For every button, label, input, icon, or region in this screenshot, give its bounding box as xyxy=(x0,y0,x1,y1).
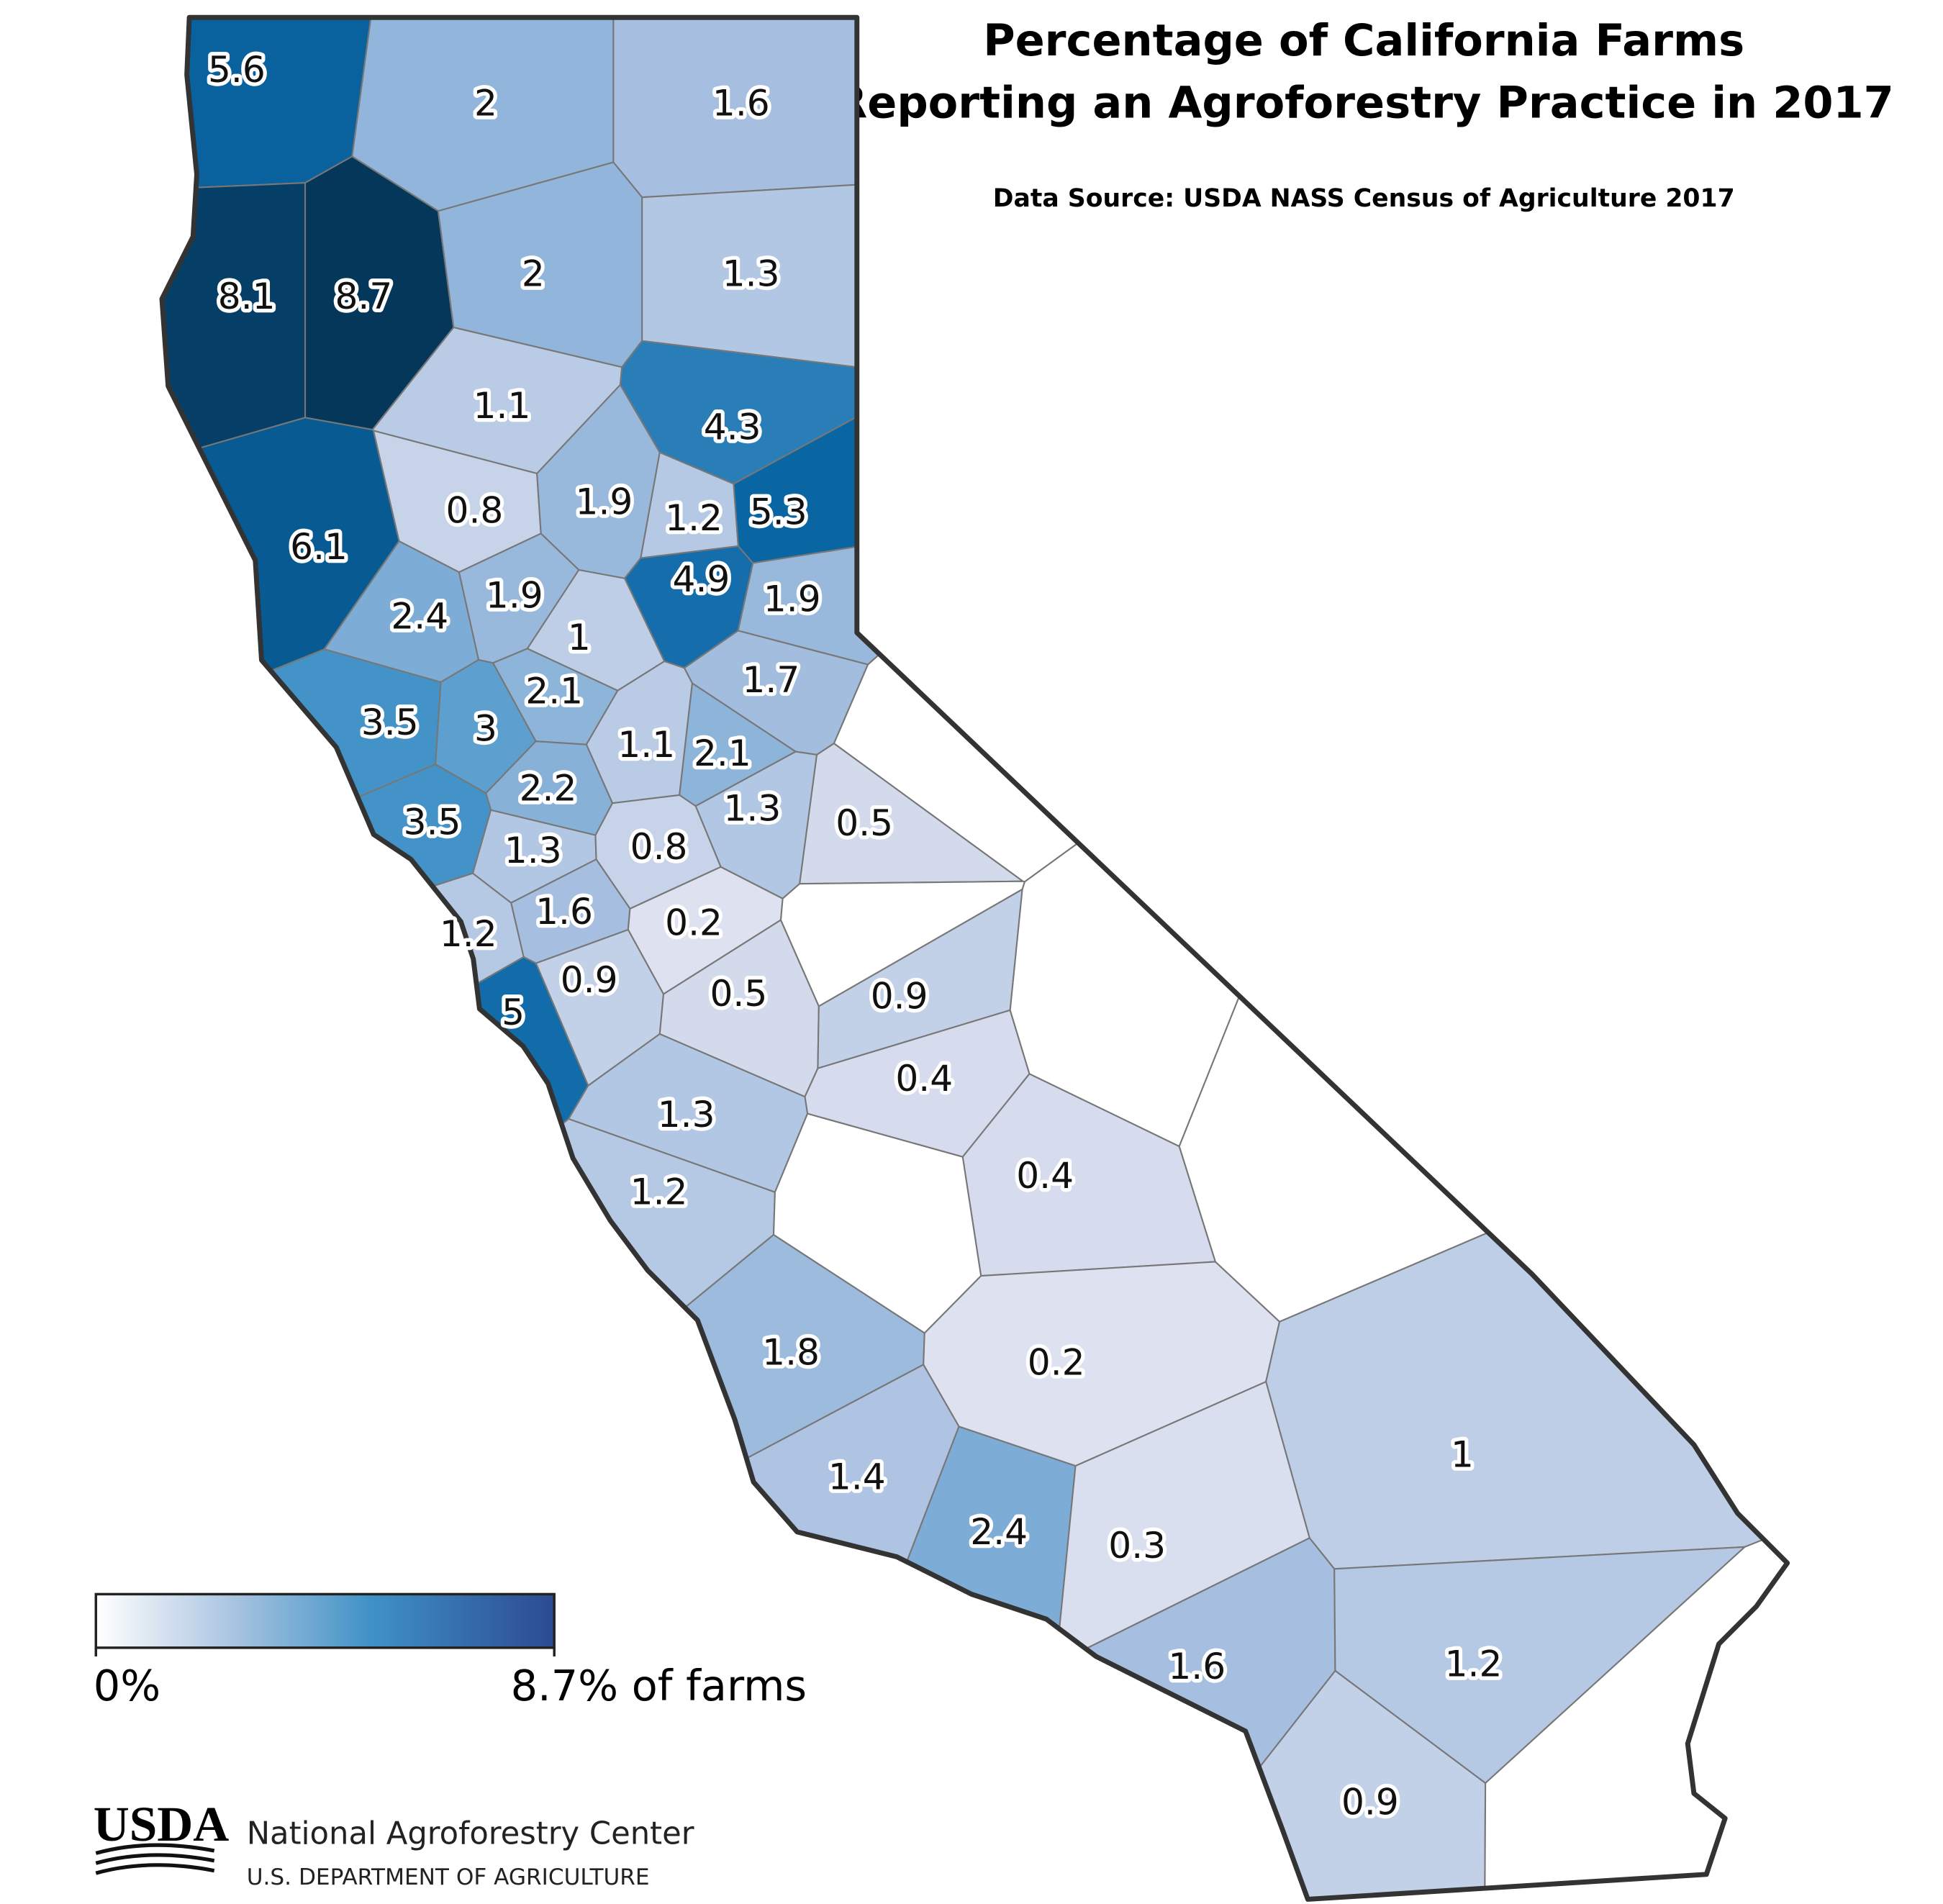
value-label: 1.6 xyxy=(535,890,593,933)
value-label: 2.2 xyxy=(520,767,577,810)
value-label: 1.4 xyxy=(828,1456,886,1498)
value-label: 0.9 xyxy=(871,975,928,1017)
value-label: 1.1 xyxy=(474,384,531,427)
value-label: 5.6 xyxy=(208,48,266,91)
value-label: 8.1 xyxy=(218,275,276,317)
logo-swoosh xyxy=(95,1843,215,1875)
value-label: 1.2 xyxy=(1445,1642,1503,1685)
value-label: 0.8 xyxy=(446,489,504,532)
value-label: 1.2 xyxy=(630,1170,688,1212)
value-label: 1.9 xyxy=(576,480,633,522)
value-label: 2.1 xyxy=(525,670,583,712)
value-label: 1.7 xyxy=(742,658,800,701)
value-label: 1.1 xyxy=(617,723,675,766)
state-outline xyxy=(159,14,1790,1902)
subtitle: Data Source: USDA NASS Census of Agricul… xyxy=(993,184,1735,213)
value-label: 2 xyxy=(522,253,545,295)
value-label: 0.9 xyxy=(1341,1780,1399,1823)
value-label: 3.5 xyxy=(404,800,461,843)
value-label: 0.2 xyxy=(665,901,723,943)
value-label: 1.3 xyxy=(723,786,781,829)
title-line: Percentage of California Farms xyxy=(983,16,1744,66)
value-label: 1.2 xyxy=(440,912,497,955)
value-label: 1.2 xyxy=(665,497,723,539)
value-label: 2.4 xyxy=(391,595,448,638)
legend-gradient xyxy=(94,1592,556,1649)
region-no-data xyxy=(1009,612,1394,1148)
region xyxy=(162,956,589,1583)
value-label: 5.3 xyxy=(750,490,807,532)
value-label: 1.9 xyxy=(764,577,821,620)
value-label: 3.5 xyxy=(361,701,419,743)
dept-name: U.S. DEPARTMENT OF AGRICULTURE xyxy=(247,1864,650,1890)
value-label: 1 xyxy=(568,616,591,658)
region-no-data xyxy=(1178,45,1788,1323)
value-label: 0.4 xyxy=(1016,1154,1074,1197)
value-label: 1.8 xyxy=(762,1331,820,1374)
value-label: 4.3 xyxy=(704,406,761,448)
logo: USDA xyxy=(94,1796,229,1851)
value-label: 0.3 xyxy=(1108,1524,1166,1567)
value-label: 1.3 xyxy=(504,829,562,871)
value-label: 8.7 xyxy=(335,275,392,317)
value-label: 2 xyxy=(474,82,497,124)
value-label: 5 xyxy=(502,991,525,1033)
org-name: National Agroforestry Center xyxy=(247,1816,694,1852)
value-label: 4.9 xyxy=(673,558,730,600)
title-line: Reporting an Agroforestry Practice in 20… xyxy=(834,78,1894,129)
region-no-data xyxy=(833,161,1788,883)
value-label: 0.9 xyxy=(561,958,618,1001)
value-label: 1.3 xyxy=(723,253,780,295)
value-label: 0.5 xyxy=(835,802,893,844)
value-label: 1.9 xyxy=(486,574,543,616)
value-label: 0.8 xyxy=(630,825,688,868)
value-label: 3 xyxy=(474,707,497,749)
value-label: 2.1 xyxy=(694,732,751,774)
region xyxy=(1265,1015,1788,1570)
value-label: 6.1 xyxy=(290,525,348,568)
value-label: 1.3 xyxy=(658,1093,715,1135)
value-label: 0.5 xyxy=(710,972,767,1015)
legend-min-label: 0% xyxy=(94,1661,160,1710)
region xyxy=(162,1118,776,1865)
legend-max-label: 8.7% of farms xyxy=(511,1661,807,1710)
value-label: 1 xyxy=(1451,1433,1474,1476)
region-no-data xyxy=(772,1112,982,1334)
value-label: 1.6 xyxy=(1168,1645,1226,1687)
value-label: 0.2 xyxy=(1028,1341,1085,1383)
value-label: 2.4 xyxy=(970,1510,1028,1553)
value-label: 0.4 xyxy=(895,1057,953,1100)
value-label: 1.6 xyxy=(712,82,770,124)
